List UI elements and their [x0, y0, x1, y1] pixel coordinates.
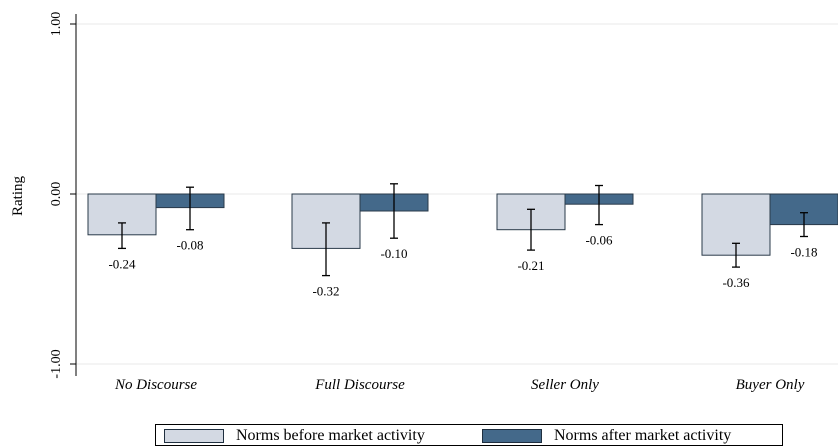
legend-item-before: Norms before market activity [164, 426, 425, 446]
x-tick-label-0: No Discourse [114, 377, 197, 393]
y-tick-label-2: 1.00 [49, 12, 64, 37]
data-label-s1-c1: -0.10 [380, 246, 407, 261]
data-label-s0-c0: -0.24 [108, 256, 136, 271]
data-label-s0-c1: -0.32 [312, 284, 339, 299]
data-label-s1-c0: -0.08 [176, 238, 203, 253]
error-bars [118, 183, 808, 277]
legend-swatch-after [482, 429, 542, 443]
error-bar-s0-c3 [732, 242, 740, 268]
legend-label-before: Norms before market activity [236, 427, 425, 444]
legend: Norms before market activity Norms after… [155, 424, 783, 446]
error-bar-s0-c1 [322, 222, 330, 277]
x-tick-label-1: Full Discourse [314, 377, 405, 393]
error-bar-s0-c2 [527, 208, 535, 251]
legend-item-after: Norms after market activity [482, 426, 731, 446]
error-bar-s1-c2 [595, 184, 603, 226]
y-tick-label-0: -1.00 [49, 349, 64, 378]
data-label-s0-c2: -0.21 [517, 258, 544, 273]
data-labels: -0.24 -0.32 -0.21 -0.36 -0.08 -0.10 -0.06 -0.18 [108, 233, 817, 299]
y-axis-label: Rating [10, 176, 26, 216]
data-label-s0-c3: -0.36 [722, 275, 750, 290]
error-bar-s0-c0 [118, 222, 126, 250]
y-axis: -1.00 0.00 1.00 [49, 12, 77, 379]
x-tick-label-3: Buyer Only [736, 377, 805, 393]
y-tick-label-1: 0.00 [49, 182, 64, 207]
legend-label-after: Norms after market activity [554, 427, 732, 444]
x-tick-label-2: Seller Only [531, 377, 599, 393]
x-axis-category-labels: No Discourse Full Discourse Seller Only Buy… [114, 377, 805, 393]
legend-swatch-before [164, 429, 224, 443]
data-label-s1-c2: -0.06 [585, 233, 613, 248]
data-label-s1-c3: -0.18 [790, 245, 817, 260]
error-bar-s1-c3 [800, 212, 808, 238]
error-bar-s1-c1 [390, 183, 398, 239]
error-bar-s1-c0 [186, 186, 194, 231]
